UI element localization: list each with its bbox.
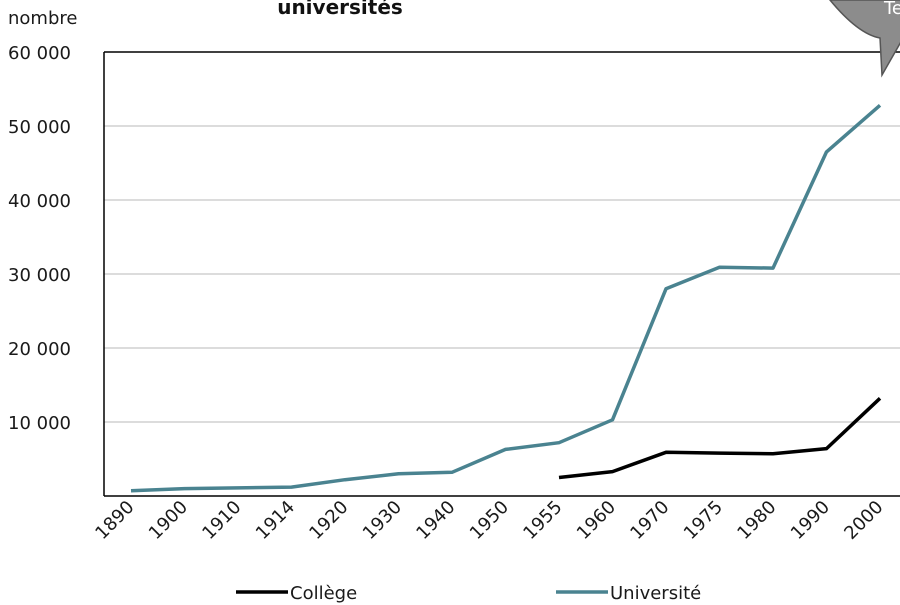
callout-bubble: Te (829, 0, 900, 78)
y-axis-label: nombre (8, 8, 77, 29)
chart-title: universités (277, 0, 403, 19)
y-tick-labels: 10 000 20 000 30 000 40 000 50 000 60 000 (8, 43, 71, 434)
x-tick-labels: 1890 1900 1910 1914 1920 1930 1940 1950 1955 1960… (91, 497, 887, 544)
x-tick-label: 1890 (91, 497, 138, 544)
x-tick-label: 1955 (519, 497, 566, 544)
axes (103, 51, 900, 497)
y-tick-label: 40 000 (8, 191, 71, 212)
y-tick-label: 50 000 (8, 117, 71, 138)
callout-text: Te (883, 0, 900, 19)
x-tick-label: 1900 (145, 497, 192, 544)
y-tick-label: 60 000 (8, 43, 71, 64)
x-tick-label: 2000 (840, 497, 887, 544)
x-tick-label: 1960 (573, 497, 620, 544)
x-tick-label: 1990 (787, 497, 834, 544)
y-tick-label: 10 000 (8, 413, 71, 434)
callout-shape (829, 0, 900, 78)
x-tick-label: 1975 (680, 497, 727, 544)
x-tick-label: 1980 (733, 497, 780, 544)
legend-label-1: Université (610, 583, 701, 604)
grid-lines (104, 125, 900, 423)
legend-label-0: Collège (290, 583, 357, 604)
x-tick-label: 1920 (305, 497, 352, 544)
x-tick-label: 1914 (252, 497, 299, 544)
y-tick-label: 30 000 (8, 265, 71, 286)
series-line-0 (558, 397, 882, 480)
x-tick-label: 1940 (412, 497, 459, 544)
y-tick-label: 20 000 (8, 339, 71, 360)
x-tick-label: 1970 (626, 497, 673, 544)
legend: Collège Université (236, 583, 701, 604)
series-lines (130, 103, 882, 493)
x-tick-label: 1930 (359, 497, 406, 544)
x-tick-label: 1950 (466, 497, 513, 544)
x-tick-label: 1910 (198, 497, 245, 544)
series-line-1 (130, 103, 882, 493)
